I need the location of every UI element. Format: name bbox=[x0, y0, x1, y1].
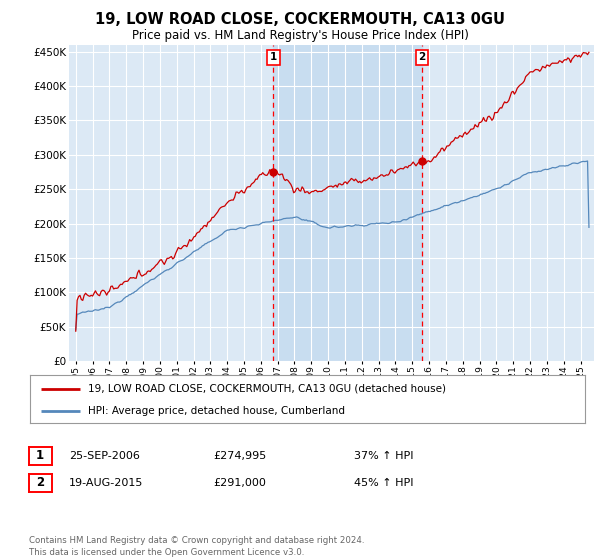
Text: 45% ↑ HPI: 45% ↑ HPI bbox=[354, 478, 413, 488]
Text: Price paid vs. HM Land Registry's House Price Index (HPI): Price paid vs. HM Land Registry's House … bbox=[131, 29, 469, 42]
Text: £274,995: £274,995 bbox=[213, 451, 266, 461]
Text: 25-SEP-2006: 25-SEP-2006 bbox=[69, 451, 140, 461]
Text: 19, LOW ROAD CLOSE, COCKERMOUTH, CA13 0GU (detached house): 19, LOW ROAD CLOSE, COCKERMOUTH, CA13 0G… bbox=[88, 384, 446, 394]
Text: Contains HM Land Registry data © Crown copyright and database right 2024.
This d: Contains HM Land Registry data © Crown c… bbox=[29, 536, 364, 557]
Text: £291,000: £291,000 bbox=[213, 478, 266, 488]
Text: 1: 1 bbox=[36, 449, 44, 463]
Text: HPI: Average price, detached house, Cumberland: HPI: Average price, detached house, Cumb… bbox=[88, 406, 345, 416]
Text: 2: 2 bbox=[418, 52, 426, 62]
Text: 2: 2 bbox=[36, 476, 44, 489]
Bar bbox=[274, 45, 422, 361]
Text: 19-AUG-2015: 19-AUG-2015 bbox=[69, 478, 143, 488]
Text: 1: 1 bbox=[270, 52, 277, 62]
Text: 37% ↑ HPI: 37% ↑ HPI bbox=[354, 451, 413, 461]
Text: 19, LOW ROAD CLOSE, COCKERMOUTH, CA13 0GU: 19, LOW ROAD CLOSE, COCKERMOUTH, CA13 0G… bbox=[95, 12, 505, 27]
